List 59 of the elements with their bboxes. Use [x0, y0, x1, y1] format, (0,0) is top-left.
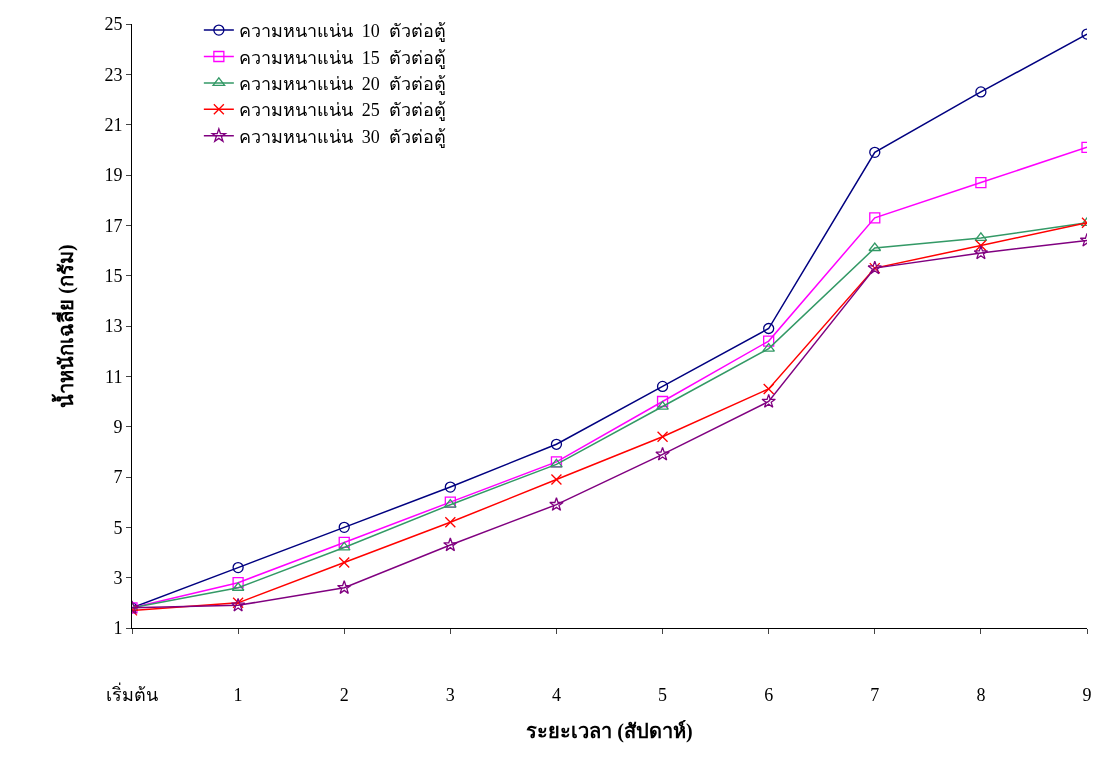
legend-label: ความหนาแน่น 25 ตัวต่อตู้: [238, 100, 446, 122]
point: [338, 556, 350, 569]
y-tick-label: 21: [104, 114, 123, 135]
y-tick-label: 11: [105, 366, 123, 387]
point: [444, 516, 456, 528]
y-tick-label: 1: [113, 618, 123, 639]
x-tick-label: 7: [870, 684, 880, 705]
point: [974, 232, 988, 242]
point: [656, 395, 669, 408]
x-tick-label: 4: [551, 684, 561, 705]
point: [975, 86, 987, 98]
point: [550, 473, 563, 486]
y-tick-label: 17: [104, 215, 123, 236]
point: [975, 176, 987, 189]
legend-label: ความหนาแน่น 10 ตัวต่อตู้: [238, 21, 446, 43]
point: [869, 146, 881, 158]
x-tick-label: เริ่มต้น: [106, 681, 158, 705]
point: [337, 541, 351, 551]
point: [869, 212, 881, 224]
y-tick-label: 5: [113, 517, 123, 538]
point: [656, 431, 669, 443]
y-axis-title: น้ำหนักเฉลี่ย (กรัม): [50, 244, 78, 408]
x-tick-label: 6: [764, 684, 774, 705]
point: [763, 322, 775, 335]
y-tick-label: 15: [104, 265, 123, 286]
y-tick-label: 23: [104, 64, 123, 85]
point: [656, 380, 669, 393]
point: [338, 536, 350, 549]
point: [655, 446, 670, 461]
legend-label: ความหนาแน่น 30 ตัวต่อตู้: [238, 126, 446, 148]
y-tick-label: 3: [113, 567, 123, 588]
x-tick-label: 9: [1082, 684, 1092, 705]
point: [975, 239, 987, 252]
point: [232, 561, 244, 574]
point: [549, 497, 564, 511]
x-tick-label: 1: [233, 684, 243, 705]
y-tick-label: 13: [104, 316, 123, 337]
point: [656, 400, 669, 410]
x-tick-label: 3: [445, 684, 455, 705]
point: [868, 242, 882, 252]
point: [763, 335, 775, 347]
point: [443, 537, 458, 552]
point: [973, 245, 989, 260]
x-tick-label: 8: [976, 684, 986, 705]
point: [338, 521, 350, 533]
point: [336, 580, 352, 595]
point: [763, 383, 775, 395]
y-tick-label: 9: [113, 416, 123, 437]
point: [444, 481, 456, 493]
x-tick-label: 5: [658, 684, 668, 705]
y-tick-label: 19: [104, 165, 123, 186]
y-tick-label: 25: [104, 14, 123, 35]
point: [550, 438, 563, 450]
legend-label: ความหนาแน่น 15 ตัวต่อตู้: [238, 47, 446, 69]
legend-label: ความหนาแน่น 20 ตัวต่อตู้: [238, 73, 446, 95]
x-axis-title: ระยะเวลา (สัปดาห์): [526, 720, 693, 744]
x-tick-label: 2: [339, 684, 349, 705]
point: [761, 393, 776, 408]
y-tick-label: 7: [113, 467, 123, 488]
